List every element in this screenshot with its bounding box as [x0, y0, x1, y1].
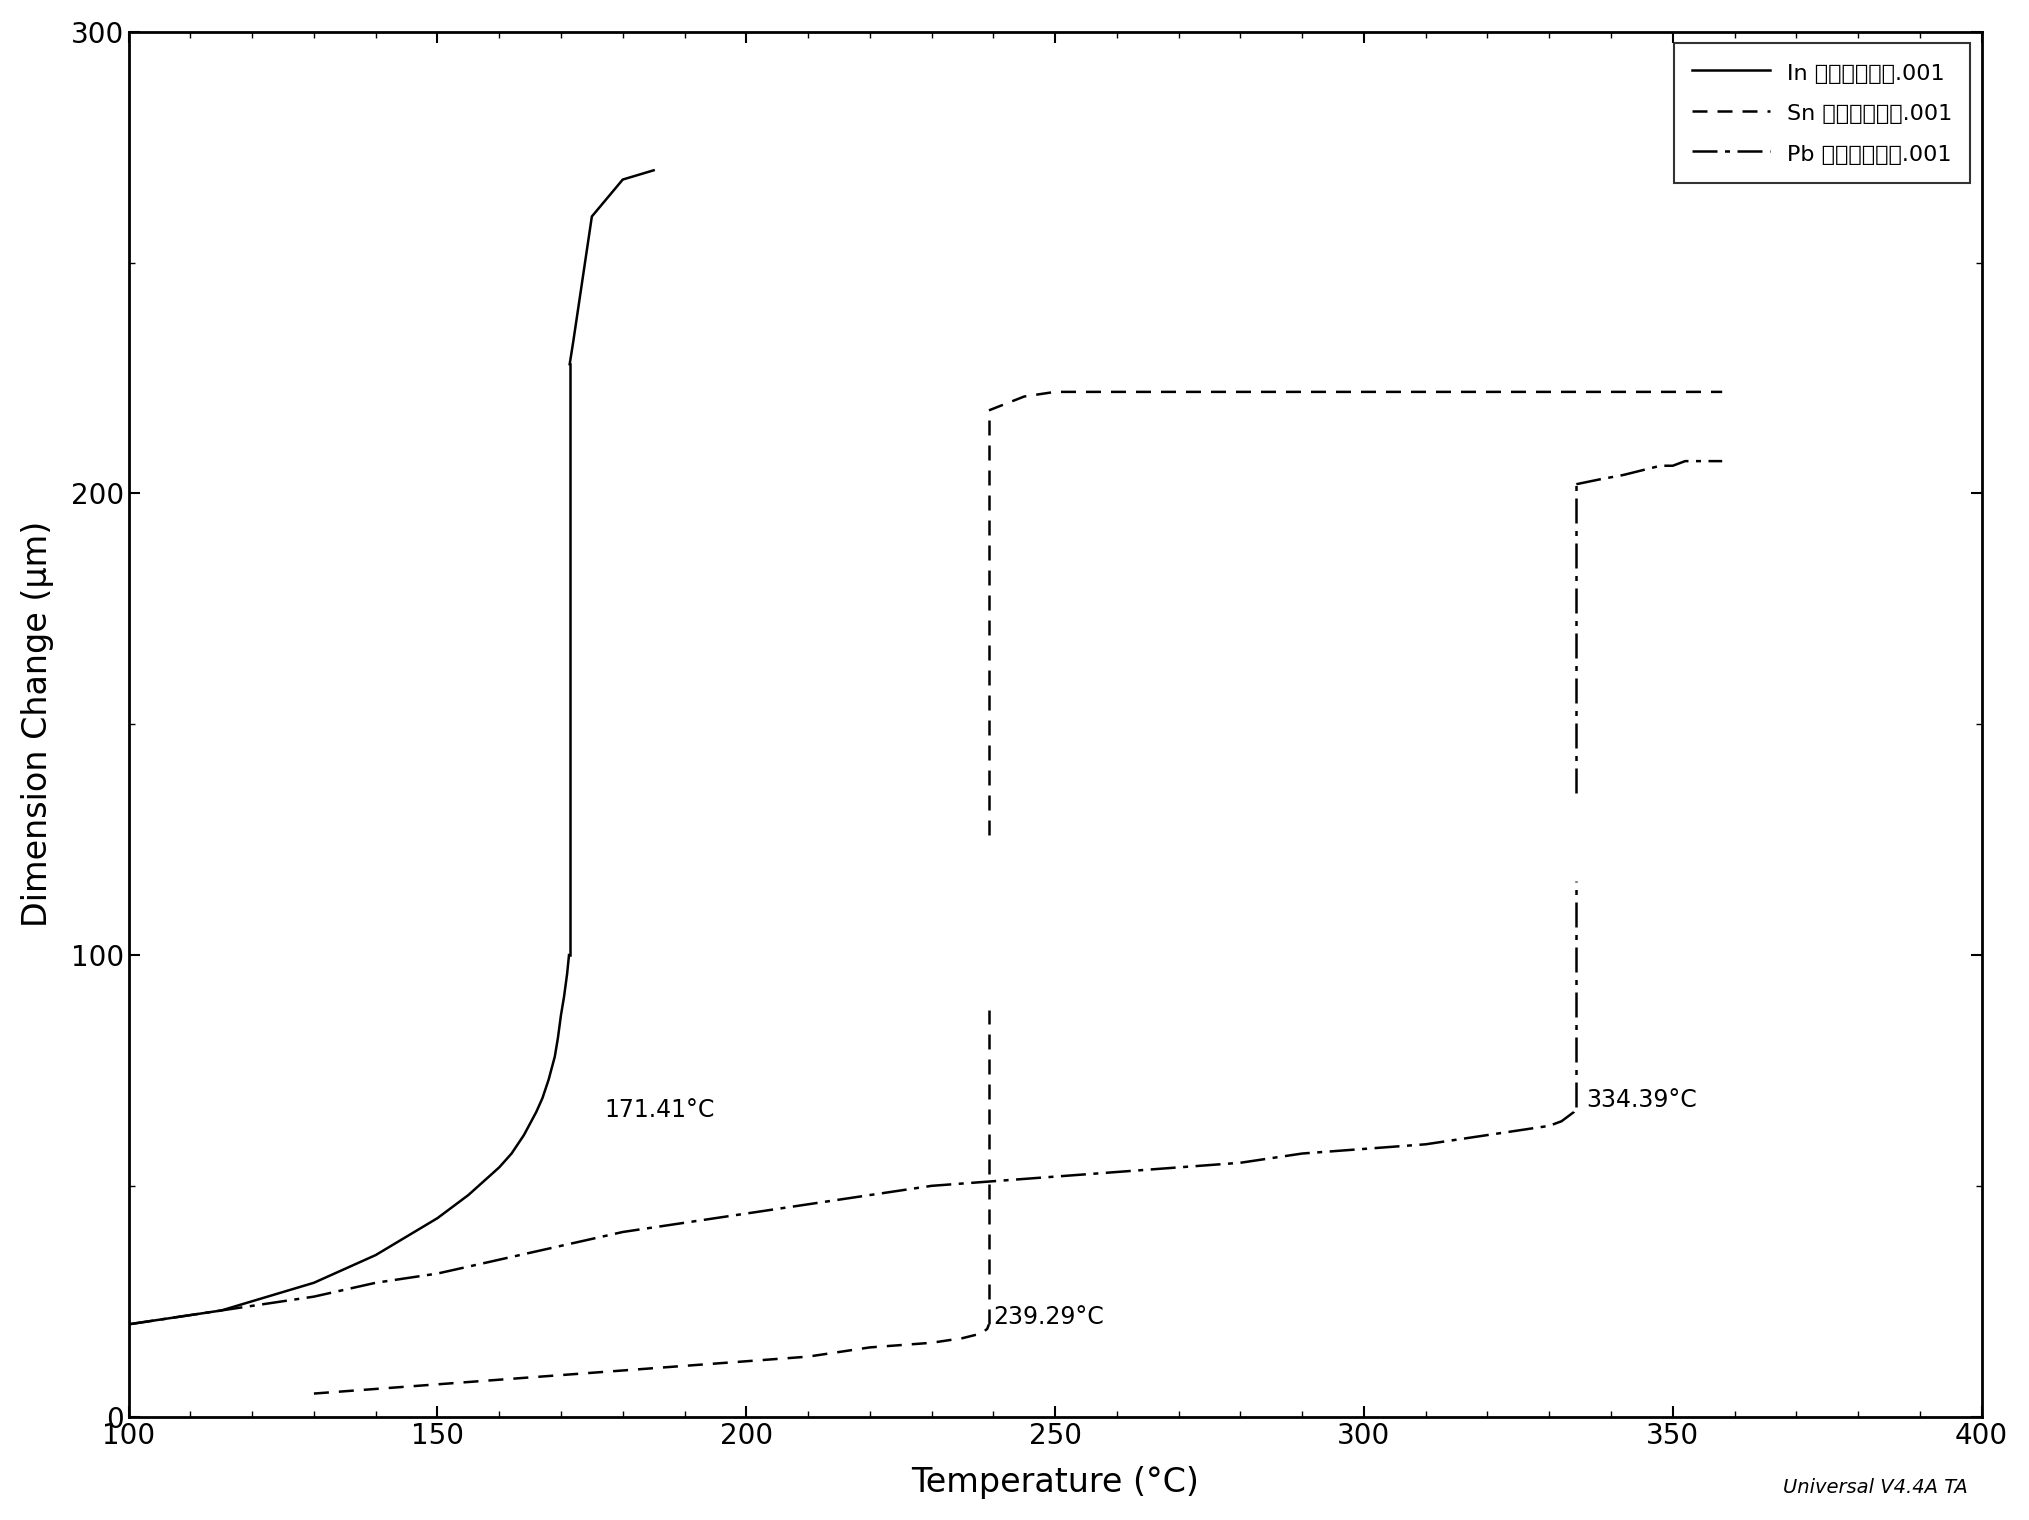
- Legend: In 膨胀参数验证.001, Sn 膨胀参数验证.001, Pb 膨胀参数验证.001: In 膨胀参数验证.001, Sn 膨胀参数验证.001, Pb 膨胀参数验证.…: [1674, 43, 1970, 182]
- Text: 334.39°C: 334.39°C: [1587, 1088, 1696, 1113]
- Y-axis label: Dimension Change (μm): Dimension Change (μm): [20, 521, 55, 927]
- X-axis label: Temperature (°C): Temperature (°C): [911, 1467, 1199, 1499]
- Text: 171.41°C: 171.41°C: [605, 1097, 714, 1122]
- Text: 239.29°C: 239.29°C: [994, 1306, 1104, 1330]
- Text: Universal V4.4A TA: Universal V4.4A TA: [1783, 1477, 1968, 1497]
